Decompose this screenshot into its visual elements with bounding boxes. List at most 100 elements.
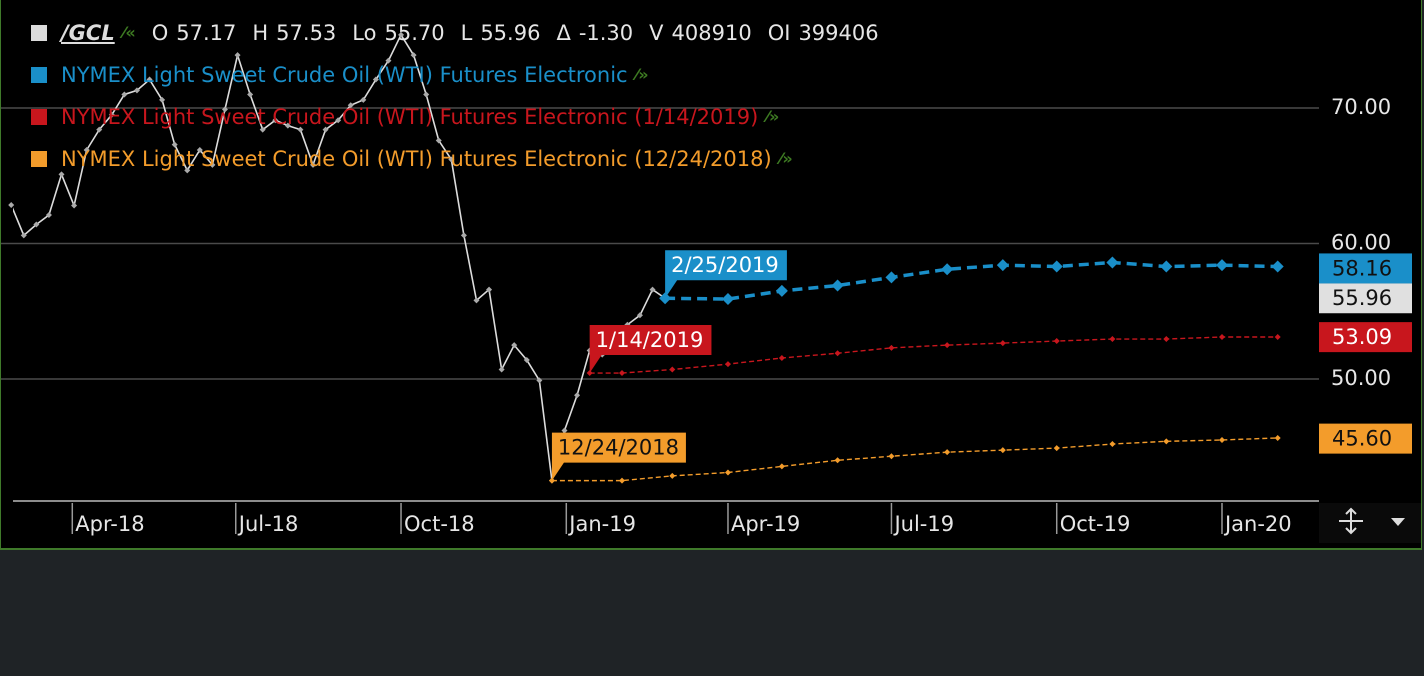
x-tick-label: Jul-19	[892, 512, 954, 536]
data-point	[669, 366, 676, 373]
data-point	[221, 106, 228, 113]
legend-entry: NYMEX Light Sweet Crude Oil (WTI) Future…	[31, 138, 879, 180]
data-point	[775, 284, 788, 297]
data-point	[184, 167, 191, 174]
legend-swatch	[31, 151, 47, 167]
x-tick-label: Jul-18	[237, 512, 299, 536]
data-point	[1274, 333, 1281, 340]
data-point	[1109, 441, 1116, 448]
data-point	[83, 147, 90, 153]
last-price-label: 53.09	[1332, 325, 1392, 349]
data-point	[473, 297, 480, 304]
data-point	[297, 126, 304, 133]
y-tick-label: 60.00	[1331, 230, 1391, 254]
data-point	[1274, 434, 1281, 441]
start-tag-bg	[551, 432, 686, 481]
data-point	[536, 377, 543, 384]
quote-value: -1.30	[578, 21, 634, 45]
last-price-tag	[1319, 253, 1412, 284]
data-point	[1106, 256, 1119, 269]
chart-panel: 50.00 60.00 70.00 Apr-18 Jul-18 Oct-18 Jan-19 A…	[0, 0, 1422, 550]
data-point	[20, 232, 27, 239]
data-point	[1053, 338, 1060, 345]
data-point	[1163, 336, 1170, 343]
x-tick-label: Oct-18	[404, 512, 475, 536]
data-point	[498, 366, 505, 373]
data-point	[523, 357, 530, 364]
data-point	[721, 293, 734, 306]
data-point	[284, 122, 291, 129]
data-point	[669, 472, 676, 479]
data-point	[8, 202, 15, 209]
toolbar-bg	[1319, 503, 1421, 543]
series-line	[551, 437, 1278, 482]
data-point	[171, 141, 178, 148]
data-point	[108, 111, 115, 118]
data-point	[58, 171, 65, 178]
data-point	[33, 221, 40, 228]
data-point	[999, 447, 1006, 454]
edit-icon[interactable]: ⁄»	[779, 149, 793, 168]
quote-value: 55.70	[384, 21, 445, 45]
data-point	[71, 202, 78, 209]
edit-icon[interactable]: ⁄«	[122, 23, 136, 42]
data-point	[941, 263, 954, 276]
data-point	[96, 126, 103, 133]
chart: 50.00 60.00 70.00 Apr-18 Jul-18 Oct-18 Jan-19 A…	[1, 31, 1421, 543]
quote-value: 399406	[798, 21, 879, 45]
data-point	[385, 57, 392, 64]
data-point	[831, 279, 844, 292]
y-tick-label: 70.00	[1331, 95, 1391, 119]
edit-icon[interactable]: ⁄»	[766, 107, 780, 126]
data-point	[996, 259, 1009, 272]
series-line	[589, 336, 1278, 374]
data-point	[834, 457, 841, 464]
data-point	[335, 117, 342, 124]
start-tag-bg	[589, 325, 712, 374]
x-tick-label: Jan-19	[567, 512, 636, 536]
menu-arrow[interactable]	[1391, 518, 1405, 526]
data-point	[618, 370, 625, 377]
data-point	[1163, 438, 1170, 445]
data-point	[372, 76, 379, 83]
quote-label: L	[460, 21, 473, 45]
last-price-tag	[1319, 322, 1412, 353]
symbol: /GCL	[61, 21, 115, 45]
last-price-tag	[1319, 283, 1412, 314]
x-tick-label: Apr-18	[75, 512, 144, 536]
data-point	[410, 52, 417, 59]
data-point	[649, 286, 656, 293]
zoom-icon[interactable]	[1339, 507, 1363, 535]
data-point	[133, 87, 140, 94]
data-point	[834, 350, 841, 357]
data-point	[778, 354, 785, 361]
data-point	[1218, 436, 1225, 443]
data-point	[1053, 445, 1060, 452]
start-tag-bg	[665, 250, 787, 299]
toolbar	[1319, 503, 1421, 543]
quote-label: Lo	[352, 21, 377, 45]
data-point	[121, 91, 128, 98]
data-point	[574, 392, 581, 399]
last-price-label: 55.96	[1332, 286, 1392, 310]
data-point	[159, 96, 166, 103]
edit-icon[interactable]: ⁄»	[635, 65, 649, 84]
data-point	[561, 427, 568, 434]
data-point	[1160, 260, 1173, 273]
last-price-label: 45.60	[1332, 427, 1392, 451]
data-point	[1215, 259, 1228, 272]
legend-label: NYMEX Light Sweet Crude Oil (WTI) Future…	[61, 147, 772, 171]
data-point	[398, 31, 405, 38]
quote-value: 57.17	[176, 21, 237, 45]
quote-value: 55.96	[480, 21, 541, 45]
data-point	[435, 137, 442, 144]
x-tick-label: Apr-19	[731, 512, 800, 536]
data-point	[423, 91, 430, 98]
data-point	[310, 161, 317, 168]
data-point	[486, 286, 493, 293]
data-point	[778, 463, 785, 470]
data-point	[636, 312, 643, 319]
data-point	[259, 126, 266, 133]
data-point	[944, 342, 951, 349]
